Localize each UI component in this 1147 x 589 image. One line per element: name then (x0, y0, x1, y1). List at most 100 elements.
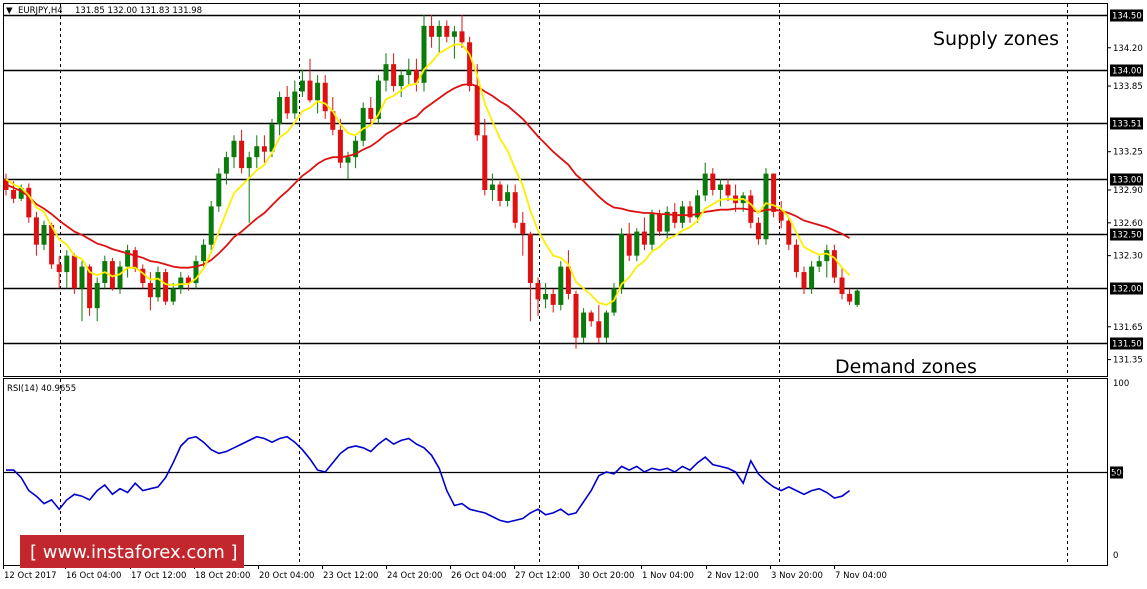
level-label: 134.00 (1112, 67, 1142, 77)
candle-body (565, 266, 571, 294)
candle-body (793, 244, 799, 273)
candle-body (155, 272, 161, 298)
candle-body (208, 206, 214, 245)
candle-body (185, 277, 191, 283)
candle-body (193, 261, 199, 283)
rsi-level-label: 50 (1111, 469, 1122, 479)
time-tick-label: 23 Oct 12:00 (323, 571, 378, 581)
candle-body (391, 64, 397, 87)
level-tag (1110, 228, 1143, 241)
candle-body (368, 107, 374, 119)
candle-body (809, 266, 815, 289)
time-tick-label: 26 Oct 04:00 (451, 571, 506, 581)
vertical-grid (60, 4, 1068, 565)
rsi-indicator: 50 (4, 435, 1123, 524)
candle-body (527, 233, 533, 283)
candle-body (132, 250, 138, 269)
candle-body (56, 264, 62, 273)
rsi-line (6, 435, 851, 524)
level-label: 132.50 (1112, 231, 1142, 241)
candle-body (512, 192, 518, 223)
level-label: 133.51 (1112, 120, 1142, 130)
candle-body (672, 211, 678, 223)
candle-body (147, 283, 153, 298)
rsi-tick-label: 100 (1113, 379, 1129, 389)
price-tick-label: 132.60 (1113, 219, 1143, 229)
level-label: 132.00 (1112, 285, 1142, 295)
level-label: 134.50 (1112, 12, 1142, 22)
candle-body (619, 233, 625, 289)
level-tag (1110, 282, 1143, 295)
time-tick-label: 1 Nov 04:00 (642, 571, 694, 581)
candle-body (33, 217, 39, 245)
candle-body (603, 312, 609, 338)
candle-body (588, 312, 594, 322)
candle-body (649, 214, 655, 245)
candle-body (239, 140, 245, 169)
candle-body (413, 69, 419, 83)
candle-body (322, 82, 328, 112)
candle-body (641, 231, 647, 245)
time-tick-label: 3 Nov 20:00 (771, 571, 823, 581)
candle-body (657, 214, 663, 232)
candle-body (140, 268, 146, 283)
candle-body (87, 266, 93, 309)
price-tick-label: 133.25 (1113, 148, 1143, 158)
candle-body (801, 272, 807, 289)
candle-body (299, 80, 305, 92)
time-tick-label: 18 Oct 20:00 (195, 571, 250, 581)
candle-body (216, 173, 222, 207)
demand-zones-label: Demand zones (835, 356, 977, 378)
time-tick-label: 12 Oct 2017 (4, 571, 57, 581)
price-tick-label: 131.65 (1113, 323, 1143, 333)
candle-body (292, 91, 298, 114)
candle-body (170, 288, 176, 302)
candle-body (94, 283, 100, 309)
candle-body (246, 157, 252, 169)
candle-body (451, 31, 457, 37)
symbol-menu-icon[interactable]: ▼ (6, 6, 13, 16)
candle-body (163, 272, 169, 302)
price-tick-label: 132.90 (1113, 186, 1143, 196)
candle-body (277, 97, 283, 125)
candle-body (558, 266, 564, 305)
candle-body (717, 184, 723, 190)
candle-body (11, 190, 17, 199)
candle-body (71, 255, 77, 289)
candle-body (489, 184, 495, 190)
candle-body (269, 124, 275, 152)
rsi-label: RSI(14) 40.9655 (7, 384, 76, 394)
candle-body (444, 25, 450, 37)
candle-body (778, 211, 784, 221)
time-tick-label: 24 Oct 20:00 (387, 571, 442, 581)
candle-body (520, 222, 526, 234)
watermark-box (20, 535, 244, 568)
candle-body (117, 266, 123, 289)
candle-body (839, 277, 845, 294)
candle-body (550, 293, 556, 305)
time-tick-label: 17 Oct 12:00 (131, 571, 186, 581)
ohlc-readout: 131.85 132.00 131.83 131.98 (75, 6, 202, 16)
candle-body (223, 157, 229, 174)
watermark-text: [ www.instaforex.com ] (30, 542, 238, 563)
rsi-level-tag (1110, 466, 1123, 479)
price-axis: 134.20 133.85 133.25 132.90 132.60 132.30 131.… (1108, 44, 1143, 561)
price-tick-label: 132.30 (1113, 252, 1143, 262)
level-label: 131.50 (1112, 340, 1142, 350)
candle-body (26, 187, 32, 218)
candle-body (79, 266, 85, 289)
candle-body (497, 184, 503, 201)
time-axis: 12 Oct 2017 16 Oct 04:00 17 Oct 12:00 18 Oc… (3, 565, 887, 581)
candle-body (543, 293, 549, 300)
candle-body (330, 111, 336, 130)
rsi-tick-label: 0 (1113, 551, 1118, 561)
candle-body (854, 290, 860, 305)
level-label: 133.00 (1112, 176, 1142, 186)
candle-body (626, 233, 632, 256)
candle-body (360, 107, 366, 141)
candle-body (771, 173, 777, 212)
candle-body (710, 173, 716, 190)
candle-body (664, 211, 670, 232)
